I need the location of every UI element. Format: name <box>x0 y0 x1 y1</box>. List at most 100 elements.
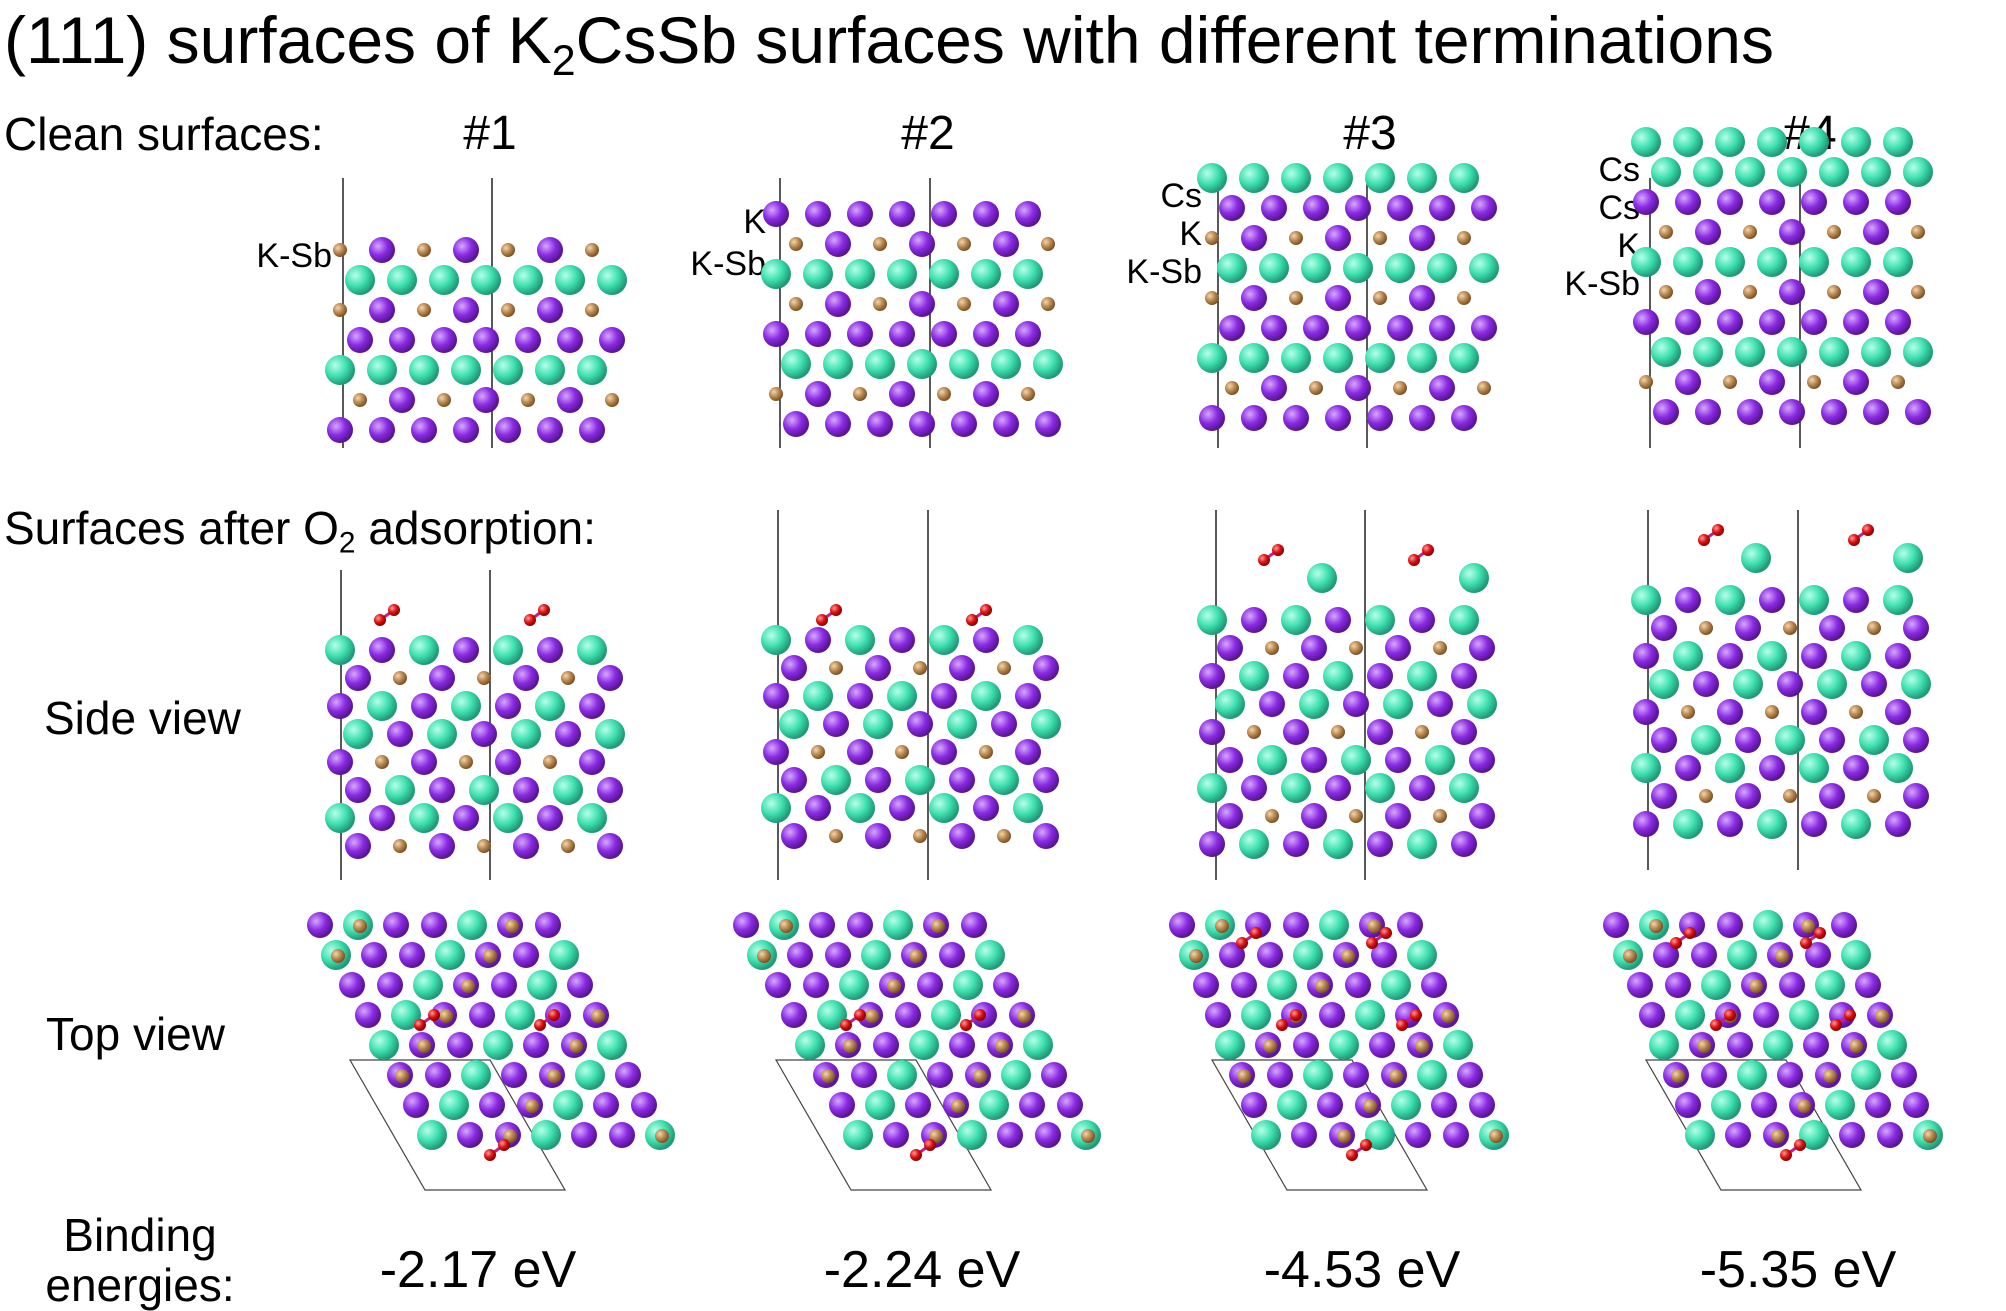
k-atom <box>327 749 353 775</box>
sb-atom <box>1373 231 1387 245</box>
cs-atom <box>1323 661 1353 691</box>
k-atom <box>847 912 873 938</box>
cs-atom <box>1239 163 1269 193</box>
k-atom <box>421 912 447 938</box>
k-atom <box>1675 309 1701 335</box>
k-atom <box>1469 1092 1495 1118</box>
k-atom <box>949 767 975 793</box>
termination-label: K <box>1179 215 1202 253</box>
k-atom <box>1301 635 1327 661</box>
cs-atom <box>1841 809 1871 839</box>
k-atom <box>889 201 915 227</box>
k-atom <box>909 231 935 257</box>
sb-atom <box>1315 979 1329 993</box>
sb-atom <box>1457 231 1471 245</box>
cs-atom <box>1819 157 1849 187</box>
k-atom <box>847 201 873 227</box>
k-atom <box>931 683 957 709</box>
k-atom <box>1779 279 1805 305</box>
cs-atom <box>989 765 1019 795</box>
sb-atom <box>1205 291 1219 305</box>
sb-atom <box>1393 381 1407 395</box>
cs-atom <box>971 681 1001 711</box>
k-atom <box>895 1002 921 1028</box>
k-atom <box>973 201 999 227</box>
cs-atom <box>1675 1000 1705 1030</box>
cs-atom <box>845 259 875 289</box>
cs-atom <box>1631 247 1661 277</box>
sb-atom <box>1289 231 1303 245</box>
cs-atom <box>1631 753 1661 783</box>
cs-atom <box>1277 1090 1307 1120</box>
sb-atom <box>333 303 347 317</box>
sb-atom <box>909 949 923 963</box>
k-atom <box>369 237 395 263</box>
sb-atom <box>1441 1009 1455 1023</box>
o-atom <box>840 1019 852 1031</box>
cs-atom <box>909 1030 939 1060</box>
k-atom <box>825 231 851 257</box>
k-atom <box>1015 321 1041 347</box>
k-atom <box>479 1092 505 1118</box>
sb-atom <box>547 1069 561 1083</box>
k-atom <box>1469 635 1495 661</box>
cs-atom <box>1215 1030 1245 1060</box>
cs-atom <box>1903 337 1933 367</box>
cs-atom <box>527 970 557 1000</box>
cs-atom <box>531 1120 561 1150</box>
k-atom <box>557 327 583 353</box>
cs-atom <box>1467 689 1497 719</box>
k-atom <box>1319 1002 1345 1028</box>
k-atom <box>763 683 789 709</box>
k-atom <box>1759 189 1785 215</box>
cs-atom <box>387 265 417 295</box>
cs-atom <box>863 709 893 739</box>
k-atom <box>1801 643 1827 669</box>
sb-atom <box>979 745 993 759</box>
k-atom <box>973 795 999 821</box>
o-atom <box>1848 534 1860 546</box>
cs-atom <box>1443 1030 1473 1060</box>
k-atom <box>993 231 1019 257</box>
k-atom <box>513 777 539 803</box>
cs-atom <box>1013 259 1043 289</box>
k-atom <box>1717 811 1743 837</box>
cs-atom <box>1753 910 1783 940</box>
cs-atom <box>469 775 499 805</box>
k-atom <box>1325 285 1351 311</box>
cs-atom <box>1407 661 1437 691</box>
cs-atom <box>1001 1060 1031 1090</box>
k-atom <box>805 321 831 347</box>
k-atom <box>1903 1092 1929 1118</box>
cs-atom <box>555 265 585 295</box>
k-atom <box>1293 1032 1319 1058</box>
sb-atom <box>951 1099 965 1113</box>
sb-atom <box>1349 641 1363 655</box>
sb-atom <box>1331 725 1345 739</box>
cs-atom <box>1257 745 1287 775</box>
cs-atom <box>845 793 875 823</box>
cs-atom <box>1715 247 1745 277</box>
sb-atom <box>505 919 519 933</box>
k-atom <box>1865 1092 1891 1118</box>
cs-atom <box>1735 337 1765 367</box>
termination-label: K-Sb <box>1126 253 1202 291</box>
k-atom <box>593 1092 619 1118</box>
o-atom <box>1236 937 1248 949</box>
o-atom <box>1698 534 1710 546</box>
cs-atom <box>803 681 833 711</box>
cs-atom <box>1449 343 1479 373</box>
k-atom <box>883 1122 909 1148</box>
k-atom <box>1217 747 1243 773</box>
k-atom <box>1205 1002 1231 1028</box>
sb-atom <box>561 839 575 853</box>
cs-atom <box>761 259 791 289</box>
cs-atom <box>553 1090 583 1120</box>
cs-atom <box>907 349 937 379</box>
cs-atom <box>929 259 959 289</box>
cs-atom <box>1407 343 1437 373</box>
k-atom <box>997 1122 1023 1148</box>
cs-atom <box>1715 127 1745 157</box>
k-atom <box>1843 189 1869 215</box>
k-atom <box>537 237 563 263</box>
